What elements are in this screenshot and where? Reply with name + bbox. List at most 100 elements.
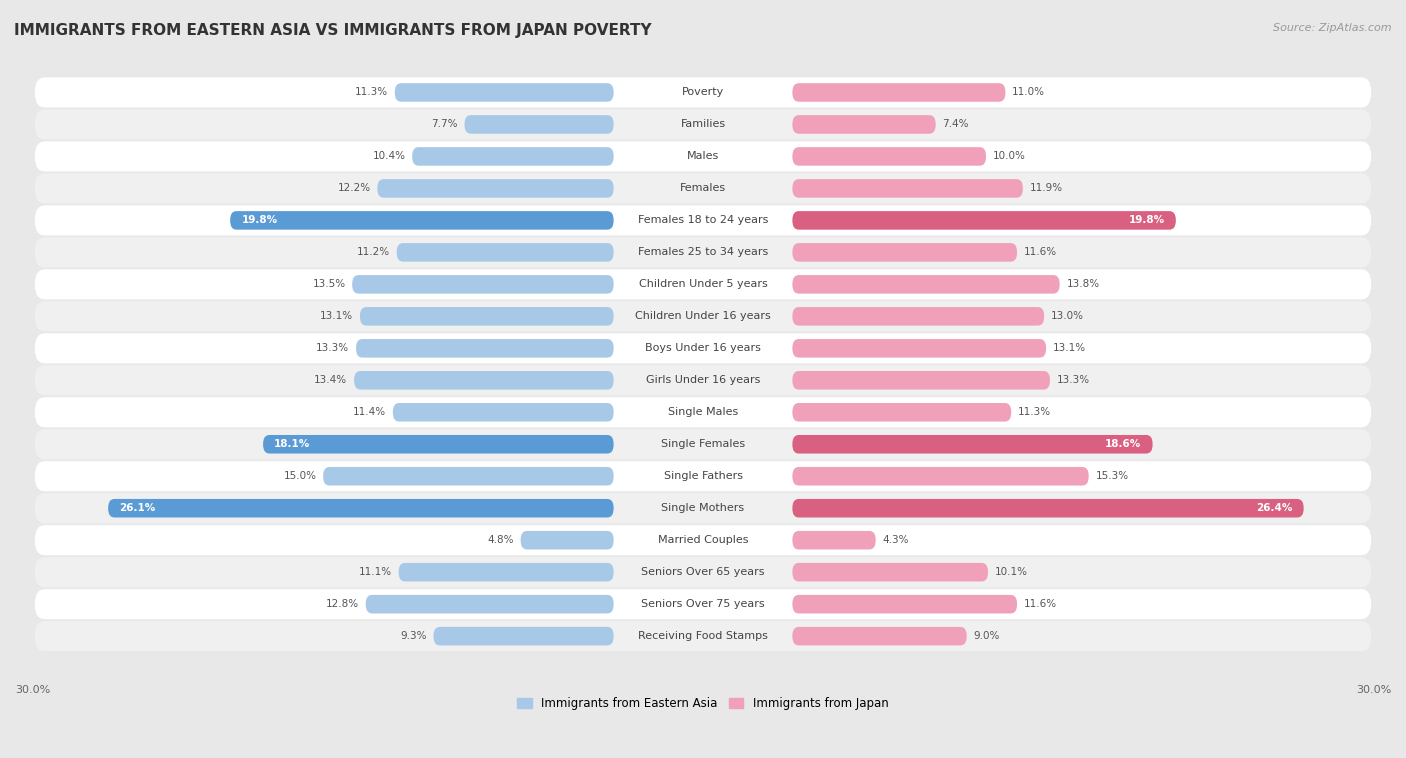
Text: Females: Females (681, 183, 725, 193)
FancyBboxPatch shape (793, 371, 1050, 390)
FancyBboxPatch shape (793, 403, 1011, 421)
Text: Single Fathers: Single Fathers (664, 471, 742, 481)
Text: Boys Under 16 years: Boys Under 16 years (645, 343, 761, 353)
FancyBboxPatch shape (433, 627, 613, 645)
FancyBboxPatch shape (35, 205, 1371, 236)
FancyBboxPatch shape (793, 563, 988, 581)
FancyBboxPatch shape (793, 499, 1303, 518)
Text: 15.0%: 15.0% (284, 471, 316, 481)
FancyBboxPatch shape (793, 339, 1046, 358)
Text: 13.3%: 13.3% (316, 343, 349, 353)
Text: 11.3%: 11.3% (1018, 407, 1052, 417)
Text: 10.1%: 10.1% (994, 567, 1028, 577)
Text: 13.4%: 13.4% (315, 375, 347, 385)
Text: 18.6%: 18.6% (1105, 439, 1142, 449)
FancyBboxPatch shape (35, 429, 1371, 459)
Text: 4.8%: 4.8% (488, 535, 515, 545)
Text: 15.3%: 15.3% (1095, 471, 1129, 481)
Text: Single Females: Single Females (661, 439, 745, 449)
Text: 13.3%: 13.3% (1057, 375, 1090, 385)
Text: 7.7%: 7.7% (432, 120, 458, 130)
Text: Seniors Over 65 years: Seniors Over 65 years (641, 567, 765, 577)
FancyBboxPatch shape (35, 237, 1371, 268)
Text: Source: ZipAtlas.com: Source: ZipAtlas.com (1274, 23, 1392, 33)
FancyBboxPatch shape (35, 269, 1371, 299)
FancyBboxPatch shape (35, 589, 1371, 619)
Text: Children Under 16 years: Children Under 16 years (636, 312, 770, 321)
FancyBboxPatch shape (323, 467, 613, 486)
FancyBboxPatch shape (520, 531, 613, 550)
FancyBboxPatch shape (108, 499, 613, 518)
Text: Females 18 to 24 years: Females 18 to 24 years (638, 215, 768, 225)
FancyBboxPatch shape (793, 83, 1005, 102)
Text: 9.0%: 9.0% (973, 631, 1000, 641)
FancyBboxPatch shape (35, 109, 1371, 139)
FancyBboxPatch shape (35, 77, 1371, 108)
FancyBboxPatch shape (231, 211, 613, 230)
Text: 4.3%: 4.3% (883, 535, 908, 545)
FancyBboxPatch shape (793, 243, 1017, 262)
FancyBboxPatch shape (793, 595, 1017, 613)
Text: 19.8%: 19.8% (1129, 215, 1164, 225)
Text: Families: Families (681, 120, 725, 130)
Text: Receiving Food Stamps: Receiving Food Stamps (638, 631, 768, 641)
FancyBboxPatch shape (395, 83, 613, 102)
Text: 19.8%: 19.8% (242, 215, 277, 225)
Text: 11.6%: 11.6% (1024, 599, 1057, 609)
FancyBboxPatch shape (396, 243, 613, 262)
Text: 11.9%: 11.9% (1029, 183, 1063, 193)
Text: 11.1%: 11.1% (359, 567, 392, 577)
Text: Males: Males (688, 152, 718, 161)
FancyBboxPatch shape (35, 557, 1371, 587)
FancyBboxPatch shape (793, 467, 1088, 486)
FancyBboxPatch shape (793, 531, 876, 550)
FancyBboxPatch shape (35, 142, 1371, 171)
Text: 13.0%: 13.0% (1050, 312, 1084, 321)
Text: Seniors Over 75 years: Seniors Over 75 years (641, 599, 765, 609)
Text: 12.8%: 12.8% (326, 599, 359, 609)
FancyBboxPatch shape (352, 275, 613, 293)
FancyBboxPatch shape (793, 307, 1045, 326)
FancyBboxPatch shape (793, 435, 1153, 453)
Text: 13.5%: 13.5% (312, 280, 346, 290)
Text: Single Males: Single Males (668, 407, 738, 417)
FancyBboxPatch shape (793, 147, 986, 166)
Text: Married Couples: Married Couples (658, 535, 748, 545)
FancyBboxPatch shape (263, 435, 613, 453)
FancyBboxPatch shape (399, 563, 613, 581)
FancyBboxPatch shape (35, 301, 1371, 331)
Text: 7.4%: 7.4% (942, 120, 969, 130)
FancyBboxPatch shape (35, 493, 1371, 523)
FancyBboxPatch shape (35, 365, 1371, 396)
Text: 26.1%: 26.1% (120, 503, 156, 513)
FancyBboxPatch shape (35, 174, 1371, 203)
Text: 26.4%: 26.4% (1256, 503, 1292, 513)
FancyBboxPatch shape (377, 179, 613, 198)
Text: 9.3%: 9.3% (401, 631, 427, 641)
Text: 11.3%: 11.3% (354, 87, 388, 98)
FancyBboxPatch shape (354, 371, 613, 390)
FancyBboxPatch shape (35, 461, 1371, 491)
FancyBboxPatch shape (793, 275, 1060, 293)
Text: Poverty: Poverty (682, 87, 724, 98)
FancyBboxPatch shape (793, 179, 1022, 198)
FancyBboxPatch shape (35, 397, 1371, 428)
FancyBboxPatch shape (366, 595, 613, 613)
Text: 12.2%: 12.2% (337, 183, 371, 193)
FancyBboxPatch shape (793, 211, 1175, 230)
Text: 10.4%: 10.4% (373, 152, 405, 161)
Text: 13.8%: 13.8% (1066, 280, 1099, 290)
FancyBboxPatch shape (392, 403, 613, 421)
Text: 13.1%: 13.1% (1053, 343, 1085, 353)
FancyBboxPatch shape (464, 115, 613, 133)
FancyBboxPatch shape (793, 115, 936, 133)
Text: Females 25 to 34 years: Females 25 to 34 years (638, 247, 768, 258)
Text: 11.2%: 11.2% (357, 247, 389, 258)
FancyBboxPatch shape (412, 147, 613, 166)
Text: IMMIGRANTS FROM EASTERN ASIA VS IMMIGRANTS FROM JAPAN POVERTY: IMMIGRANTS FROM EASTERN ASIA VS IMMIGRAN… (14, 23, 652, 38)
FancyBboxPatch shape (360, 307, 613, 326)
Text: Girls Under 16 years: Girls Under 16 years (645, 375, 761, 385)
FancyBboxPatch shape (356, 339, 613, 358)
FancyBboxPatch shape (793, 627, 967, 645)
FancyBboxPatch shape (35, 525, 1371, 556)
